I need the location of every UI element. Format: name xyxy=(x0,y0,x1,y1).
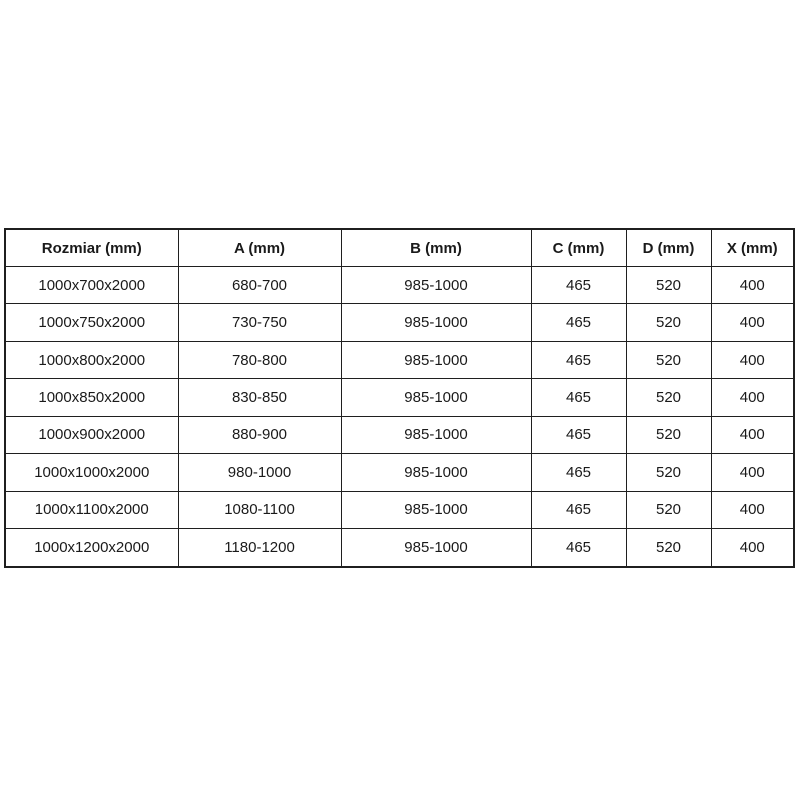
table-cell: 1080-1100 xyxy=(177,490,342,529)
col-header-a: A (mm) xyxy=(177,228,342,267)
table-cell: 465 xyxy=(530,527,627,568)
table-cell: 400 xyxy=(710,490,795,529)
table-cell: 520 xyxy=(625,265,712,305)
table-cell: 1000x700x2000 xyxy=(4,265,179,305)
table-cell: 830-850 xyxy=(177,378,342,417)
table-cell: 980-1000 xyxy=(177,453,342,492)
table-cell: 1000x750x2000 xyxy=(4,303,179,342)
table-body: 1000x700x2000 680-700 985-1000 465 520 400 100… xyxy=(4,265,795,568)
table-cell: 985-1000 xyxy=(340,378,532,417)
table-cell: 985-1000 xyxy=(340,265,532,305)
table-row: 1000x1000x2000 980-1000 985-1000 465 520 400 xyxy=(4,453,795,492)
table-cell: 780-800 xyxy=(177,340,342,380)
col-header-rozmiar: Rozmiar (mm) xyxy=(4,228,179,267)
table-cell: 465 xyxy=(530,303,627,342)
table-cell: 1000x1100x2000 xyxy=(4,490,179,529)
table-cell: 400 xyxy=(710,303,795,342)
table-cell: 400 xyxy=(710,378,795,417)
table-cell: 465 xyxy=(530,378,627,417)
table-row: 1000x900x2000 880-900 985-1000 465 520 400 xyxy=(4,415,795,455)
table-cell: 985-1000 xyxy=(340,340,532,380)
table-cell: 465 xyxy=(530,265,627,305)
table-row: 1000x800x2000 780-800 985-1000 465 520 400 xyxy=(4,340,795,380)
table-row: 1000x1200x2000 1180-1200 985-1000 465 520 400 xyxy=(4,527,795,568)
table-cell: 880-900 xyxy=(177,415,342,455)
table-cell: 985-1000 xyxy=(340,415,532,455)
header-row: Rozmiar (mm) A (mm) B (mm) C (mm) D (mm)… xyxy=(4,228,795,267)
table-cell: 985-1000 xyxy=(340,490,532,529)
table-cell: 730-750 xyxy=(177,303,342,342)
table-row: 1000x850x2000 830-850 985-1000 465 520 400 xyxy=(4,378,795,417)
table-cell: 520 xyxy=(625,303,712,342)
table-cell: 400 xyxy=(710,340,795,380)
col-header-c: C (mm) xyxy=(530,228,627,267)
table-cell: 520 xyxy=(625,415,712,455)
table-cell: 1000x1200x2000 xyxy=(4,527,179,568)
table-row: 1000x750x2000 730-750 985-1000 465 520 400 xyxy=(4,303,795,342)
table-cell: 1000x850x2000 xyxy=(4,378,179,417)
table-cell: 520 xyxy=(625,340,712,380)
table-cell: 400 xyxy=(710,265,795,305)
table-cell: 520 xyxy=(625,527,712,568)
table-cell: 985-1000 xyxy=(340,527,532,568)
table-row: 1000x700x2000 680-700 985-1000 465 520 400 xyxy=(4,265,795,305)
table-cell: 1000x900x2000 xyxy=(4,415,179,455)
col-header-d: D (mm) xyxy=(625,228,712,267)
table-cell: 465 xyxy=(530,415,627,455)
table-cell: 985-1000 xyxy=(340,303,532,342)
table-cell: 465 xyxy=(530,453,627,492)
table-cell: 1000x800x2000 xyxy=(4,340,179,380)
table-cell: 520 xyxy=(625,490,712,529)
table-cell: 985-1000 xyxy=(340,453,532,492)
col-header-x: X (mm) xyxy=(710,228,795,267)
table-cell: 400 xyxy=(710,453,795,492)
table-cell: 465 xyxy=(530,490,627,529)
table-cell: 680-700 xyxy=(177,265,342,305)
table-cell: 520 xyxy=(625,378,712,417)
table-row: 1000x1100x2000 1080-1100 985-1000 465 520 400 xyxy=(4,490,795,529)
table-cell: 400 xyxy=(710,415,795,455)
table-cell: 400 xyxy=(710,527,795,568)
col-header-b: B (mm) xyxy=(340,228,532,267)
table-cell: 520 xyxy=(625,453,712,492)
table-cell: 1000x1000x2000 xyxy=(4,453,179,492)
dimensions-table: Rozmiar (mm) A (mm) B (mm) C (mm) D (mm)… xyxy=(4,228,795,568)
table-cell: 1180-1200 xyxy=(177,527,342,568)
table-cell: 465 xyxy=(530,340,627,380)
